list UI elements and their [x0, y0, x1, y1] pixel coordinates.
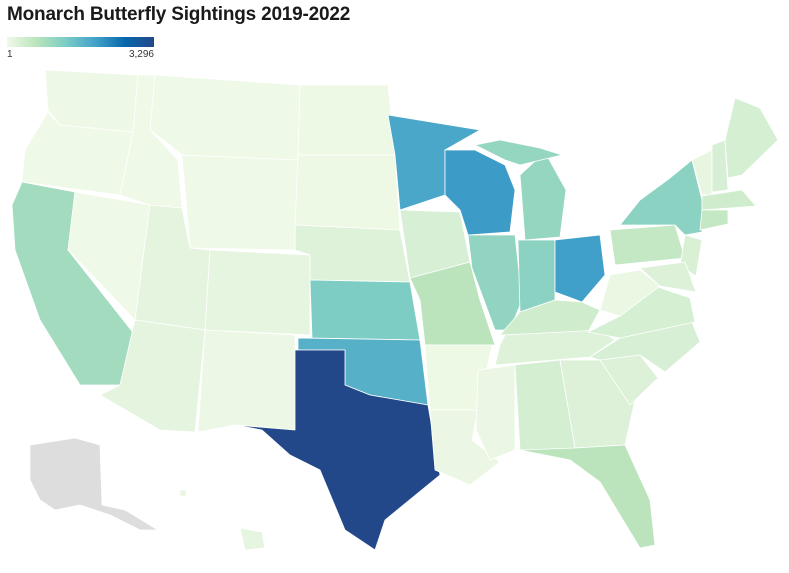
state-oh[interactable] [554, 234, 606, 303]
state-ks[interactable] [309, 279, 421, 341]
state-fl[interactable] [519, 444, 656, 549]
state-hi[interactable] [179, 489, 266, 551]
state-ma[interactable] [701, 189, 757, 211]
state-tx[interactable] [234, 349, 441, 551]
map-title: Monarch Butterfly Sightings 2019-2022 [7, 4, 351, 25]
state-wa[interactable] [44, 69, 139, 133]
state-me[interactable] [724, 97, 779, 179]
state-mi[interactable] [519, 151, 567, 241]
state-ny[interactable] [619, 159, 703, 236]
state-co[interactable] [204, 249, 311, 336]
state-mt[interactable] [149, 74, 301, 161]
state-ms[interactable] [475, 364, 516, 461]
state-wi[interactable] [444, 149, 516, 236]
state-in[interactable] [517, 239, 556, 313]
state-ct[interactable] [699, 209, 729, 231]
state-mo[interactable] [409, 261, 496, 346]
state-nm[interactable] [197, 329, 296, 433]
state-ne[interactable] [294, 224, 411, 283]
legend-max-label: 3,296 [128, 49, 154, 60]
state-wv[interactable] [599, 269, 661, 317]
state-md[interactable] [639, 261, 697, 293]
state-nd[interactable] [297, 84, 396, 156]
legend-color-bar [7, 37, 154, 47]
state-ak[interactable] [29, 437, 159, 531]
state-wy[interactable] [181, 154, 299, 251]
state-nh[interactable] [711, 139, 729, 193]
state-pa[interactable] [609, 224, 686, 266]
state-mi-up[interactable] [474, 139, 563, 166]
legend-min-label: 1 [7, 49, 13, 60]
state-sd[interactable] [294, 154, 401, 231]
